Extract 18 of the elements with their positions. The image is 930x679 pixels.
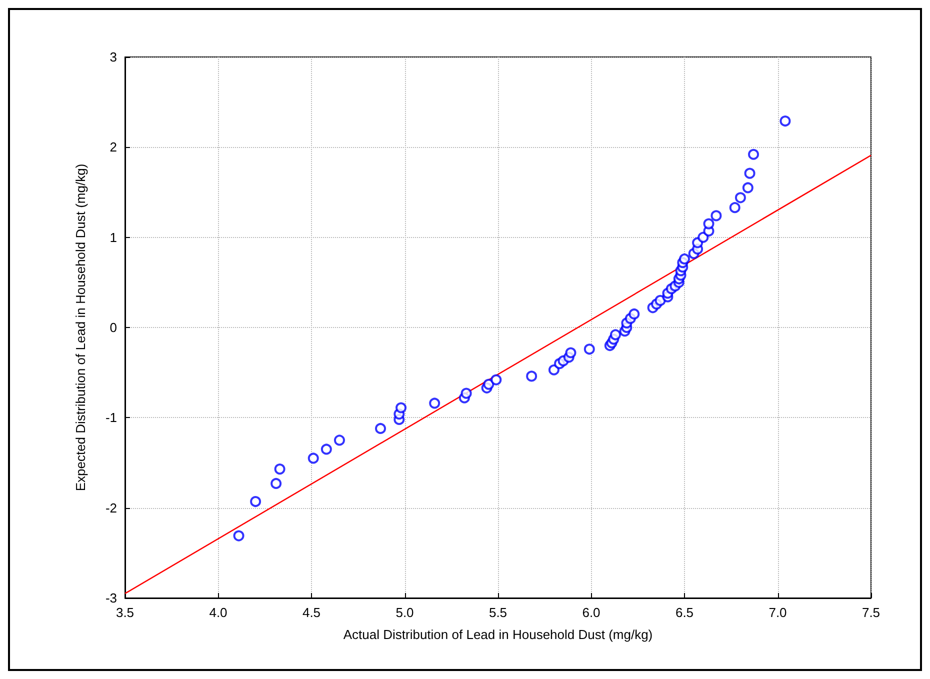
x-tick-label: 7.0 [768,605,787,620]
y-tick-label: -3 [105,590,117,606]
x-tick-label: 6.0 [582,605,600,620]
y-tick-label: -2 [105,500,117,516]
x-tick-label: 7.5 [862,605,880,620]
y-tick-label: 0 [110,320,117,335]
y-tick-label: 3 [110,50,117,64]
y-axis-title: Expected Distribution of Lead in Household Dust (mg/kg) [73,164,88,492]
y-tick-label: -1 [105,410,117,426]
x-tick-label: 5.5 [488,605,508,620]
y-tick-label: 2 [110,140,117,155]
y-tick-label: 1 [110,230,117,245]
x-tick-label: 4.5 [302,605,321,620]
x-tick-label: 3.5 [116,605,134,620]
x-tick-label: 6.5 [675,605,694,620]
x-axis-title: Actual Distribution of Lead in Household Dust (mg/kg) [343,627,653,642]
x-tick-label: 4.0 [209,605,228,620]
x-tick-label: 5.0 [396,605,414,620]
